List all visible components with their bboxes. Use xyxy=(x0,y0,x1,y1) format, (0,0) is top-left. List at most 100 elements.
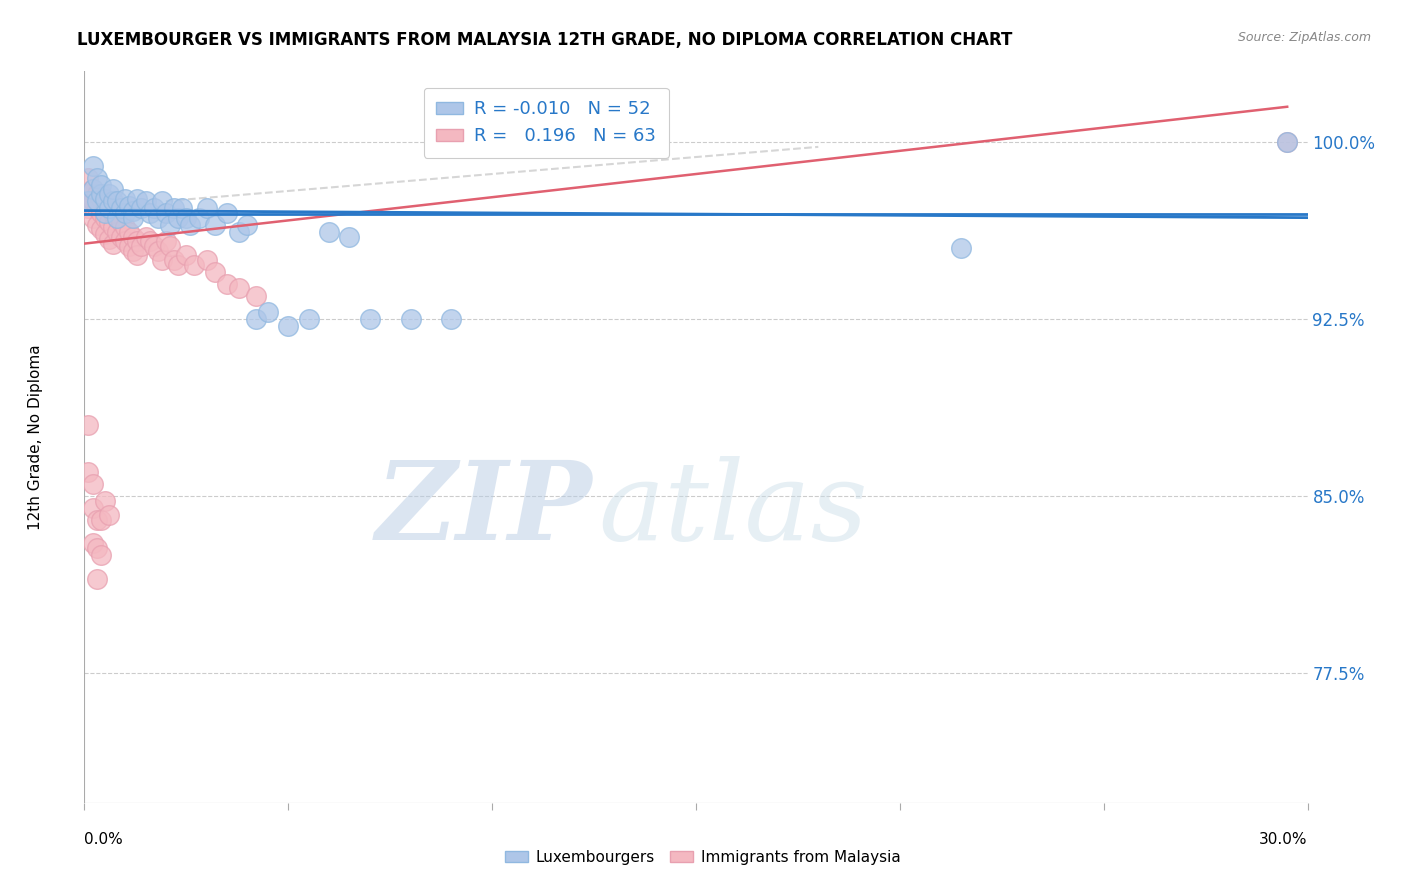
Point xyxy=(204,218,226,232)
Point xyxy=(298,312,321,326)
Point xyxy=(217,277,239,291)
Point xyxy=(97,201,120,215)
Point xyxy=(228,281,250,295)
Point xyxy=(339,229,361,244)
Text: ZIP: ZIP xyxy=(375,457,592,564)
Point xyxy=(110,229,132,244)
Point xyxy=(77,194,100,208)
Point xyxy=(105,211,128,225)
Point xyxy=(90,178,112,192)
Point xyxy=(1277,135,1299,149)
Point xyxy=(77,201,100,215)
Point xyxy=(110,215,132,229)
Point xyxy=(86,194,108,208)
Point xyxy=(86,187,108,202)
Point xyxy=(155,206,177,220)
Text: 12th Grade, No Diploma: 12th Grade, No Diploma xyxy=(28,344,44,530)
Point xyxy=(127,234,149,248)
Point xyxy=(236,218,259,232)
Point xyxy=(82,182,104,196)
Point xyxy=(122,203,145,218)
Point xyxy=(97,508,120,522)
Point xyxy=(77,170,100,185)
Point xyxy=(217,206,239,220)
Point xyxy=(179,218,201,232)
Point xyxy=(135,229,157,244)
Point xyxy=(163,201,186,215)
Point xyxy=(277,319,299,334)
Point xyxy=(77,418,100,433)
Point xyxy=(82,194,104,208)
Point xyxy=(118,199,141,213)
Text: Source: ZipAtlas.com: Source: ZipAtlas.com xyxy=(1237,31,1371,45)
Point xyxy=(93,493,115,508)
Point xyxy=(142,201,165,215)
Point xyxy=(90,222,112,236)
Point xyxy=(318,225,340,239)
Point xyxy=(257,305,280,319)
Point xyxy=(101,220,124,235)
Point xyxy=(122,229,145,244)
Point xyxy=(138,234,160,248)
Point xyxy=(245,312,267,326)
Point xyxy=(195,201,218,215)
Point xyxy=(174,248,197,262)
Point xyxy=(86,513,108,527)
Point xyxy=(90,513,112,527)
Point xyxy=(155,234,177,248)
Point xyxy=(82,211,104,225)
Point xyxy=(93,192,115,206)
Point xyxy=(440,312,463,326)
Point xyxy=(228,225,250,239)
Point xyxy=(122,211,145,225)
Point xyxy=(93,196,115,211)
Point xyxy=(114,192,136,206)
Point xyxy=(135,194,157,208)
Point xyxy=(195,253,218,268)
Legend: R = -0.010   N = 52, R =   0.196   N = 63: R = -0.010 N = 52, R = 0.196 N = 63 xyxy=(423,87,669,158)
Point xyxy=(114,234,136,248)
Point xyxy=(163,253,186,268)
Point xyxy=(114,206,136,220)
Point xyxy=(82,536,104,550)
Point xyxy=(159,239,181,253)
Point xyxy=(93,227,115,242)
Point xyxy=(127,248,149,262)
Point xyxy=(187,211,209,225)
Point xyxy=(77,466,100,480)
Point xyxy=(82,477,104,491)
Point xyxy=(172,201,194,215)
Point xyxy=(146,244,169,258)
Point xyxy=(86,572,108,586)
Point xyxy=(82,500,104,515)
Point xyxy=(82,182,104,196)
Point xyxy=(146,211,169,225)
Point xyxy=(399,312,422,326)
Point xyxy=(93,206,115,220)
Point xyxy=(105,194,128,208)
Legend: Luxembourgers, Immigrants from Malaysia: Luxembourgers, Immigrants from Malaysia xyxy=(499,844,907,871)
Point xyxy=(174,211,197,225)
Text: LUXEMBOURGER VS IMMIGRANTS FROM MALAYSIA 12TH GRADE, NO DIPLOMA CORRELATION CHAR: LUXEMBOURGER VS IMMIGRANTS FROM MALAYSIA… xyxy=(77,31,1012,49)
Point xyxy=(110,201,132,215)
Point xyxy=(159,218,181,232)
Point xyxy=(97,201,120,215)
Point xyxy=(86,541,108,555)
Point xyxy=(105,211,128,225)
Point xyxy=(359,312,381,326)
Point xyxy=(77,187,100,202)
Point xyxy=(150,194,173,208)
Point xyxy=(167,211,190,225)
Point xyxy=(97,215,120,229)
Point xyxy=(90,192,112,206)
Point xyxy=(245,288,267,302)
Point xyxy=(97,232,120,246)
Text: 0.0%: 0.0% xyxy=(84,832,124,847)
Point xyxy=(127,192,149,206)
Point xyxy=(118,239,141,253)
Point xyxy=(131,239,153,253)
Point xyxy=(90,206,112,220)
Point xyxy=(167,258,190,272)
Point xyxy=(950,241,973,255)
Point xyxy=(131,201,153,215)
